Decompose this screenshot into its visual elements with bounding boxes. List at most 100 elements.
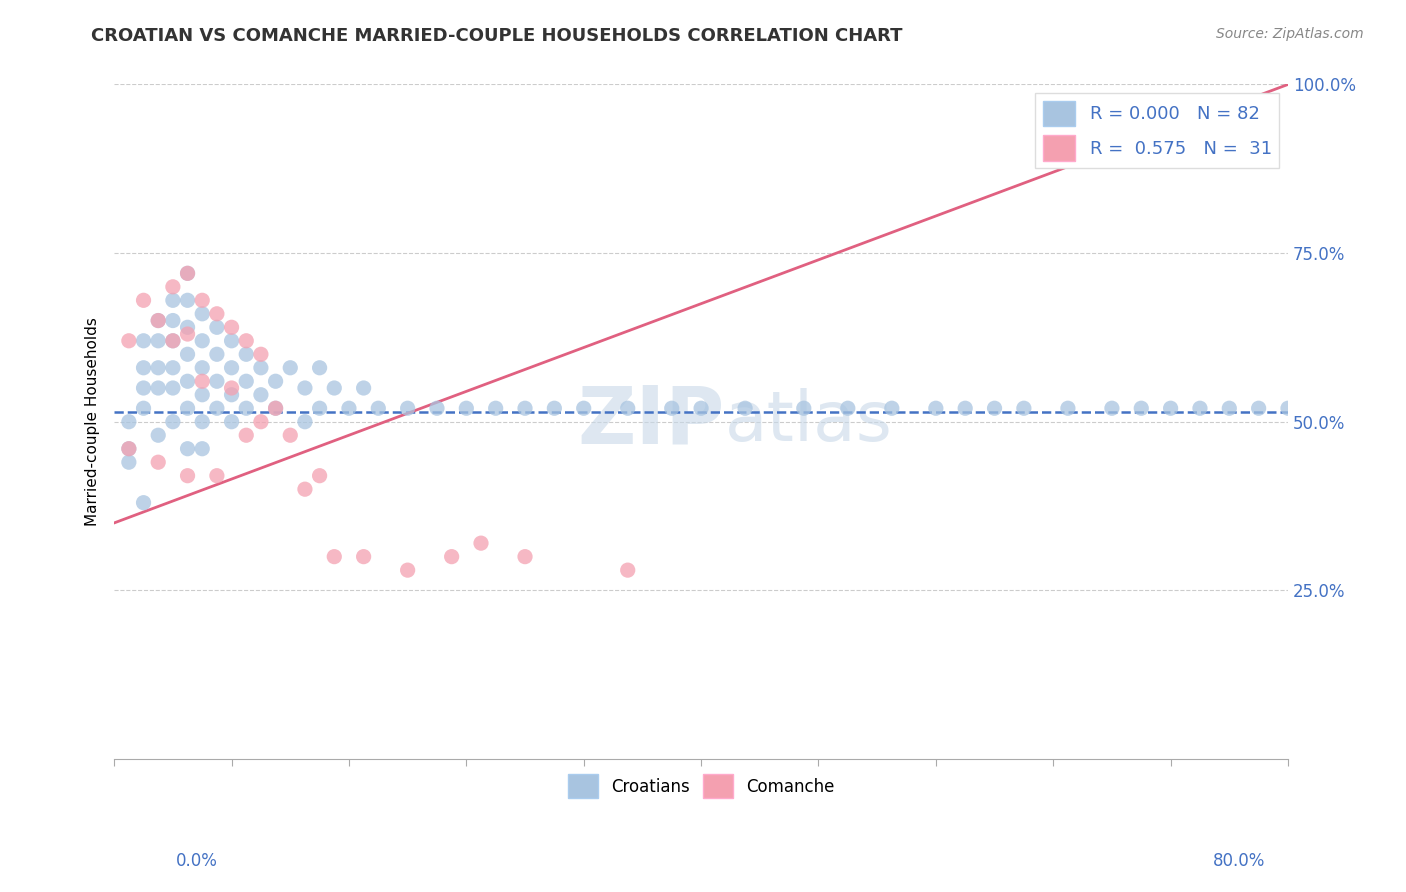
Point [205,374,228,388]
Point [440,549,463,564]
Point [148,334,170,348]
Point [426,401,449,416]
Point [176,266,198,280]
Point [264,401,287,416]
Point [572,401,595,416]
Text: atlas: atlas [724,388,893,455]
Point [543,401,565,416]
Point [148,313,170,327]
Point [470,536,492,550]
Point [221,388,243,402]
Point [205,307,228,321]
Point [162,313,184,327]
Point [456,401,478,416]
Point [953,401,976,416]
Point [353,381,375,395]
Point [176,374,198,388]
Point [118,415,141,429]
Point [205,320,228,334]
Point [1012,401,1035,416]
Point [616,401,638,416]
Point [264,374,287,388]
Point [513,549,536,564]
Point [616,563,638,577]
Point [278,428,301,442]
Point [1188,401,1211,416]
Point [925,401,948,416]
Legend: Croatians, Comanche: Croatians, Comanche [561,768,841,805]
Point [294,381,316,395]
Point [1218,401,1240,416]
Point [221,360,243,375]
Point [176,468,198,483]
Point [221,320,243,334]
Point [162,293,184,308]
Point [191,388,214,402]
Point [983,401,1005,416]
Point [235,428,257,442]
Point [132,293,155,308]
Point [235,334,257,348]
Text: Source: ZipAtlas.com: Source: ZipAtlas.com [1216,27,1364,41]
Point [176,442,198,456]
Point [191,307,214,321]
Point [513,401,536,416]
Point [396,563,419,577]
Point [1130,401,1153,416]
Point [191,293,214,308]
Point [132,381,155,395]
Point [176,326,198,341]
Point [162,381,184,395]
Point [323,381,346,395]
Point [1101,401,1123,416]
Point [176,401,198,416]
Point [118,455,141,469]
Point [367,401,389,416]
Point [690,401,713,416]
Point [176,320,198,334]
Point [235,374,257,388]
Point [294,482,316,496]
Point [308,360,330,375]
Point [1247,401,1270,416]
Point [205,347,228,361]
Point [793,401,815,416]
Point [132,401,155,416]
Text: 80.0%: 80.0% [1213,852,1265,870]
Point [250,360,273,375]
Text: ZIP: ZIP [578,383,724,461]
Point [191,360,214,375]
Point [148,455,170,469]
Y-axis label: Married-couple Households: Married-couple Households [86,318,100,526]
Point [235,401,257,416]
Point [294,415,316,429]
Point [278,360,301,375]
Point [162,334,184,348]
Point [1057,401,1080,416]
Point [118,442,141,456]
Point [837,401,859,416]
Point [337,401,360,416]
Point [396,401,419,416]
Text: 0.0%: 0.0% [176,852,218,870]
Point [191,374,214,388]
Point [205,401,228,416]
Point [148,428,170,442]
Point [148,360,170,375]
Point [353,549,375,564]
Point [176,266,198,280]
Point [176,293,198,308]
Point [250,388,273,402]
Text: CROATIAN VS COMANCHE MARRIED-COUPLE HOUSEHOLDS CORRELATION CHART: CROATIAN VS COMANCHE MARRIED-COUPLE HOUS… [91,27,903,45]
Point [191,442,214,456]
Point [264,401,287,416]
Point [308,401,330,416]
Point [221,334,243,348]
Point [221,415,243,429]
Point [148,313,170,327]
Point [118,442,141,456]
Point [162,334,184,348]
Point [308,468,330,483]
Point [176,347,198,361]
Point [235,347,257,361]
